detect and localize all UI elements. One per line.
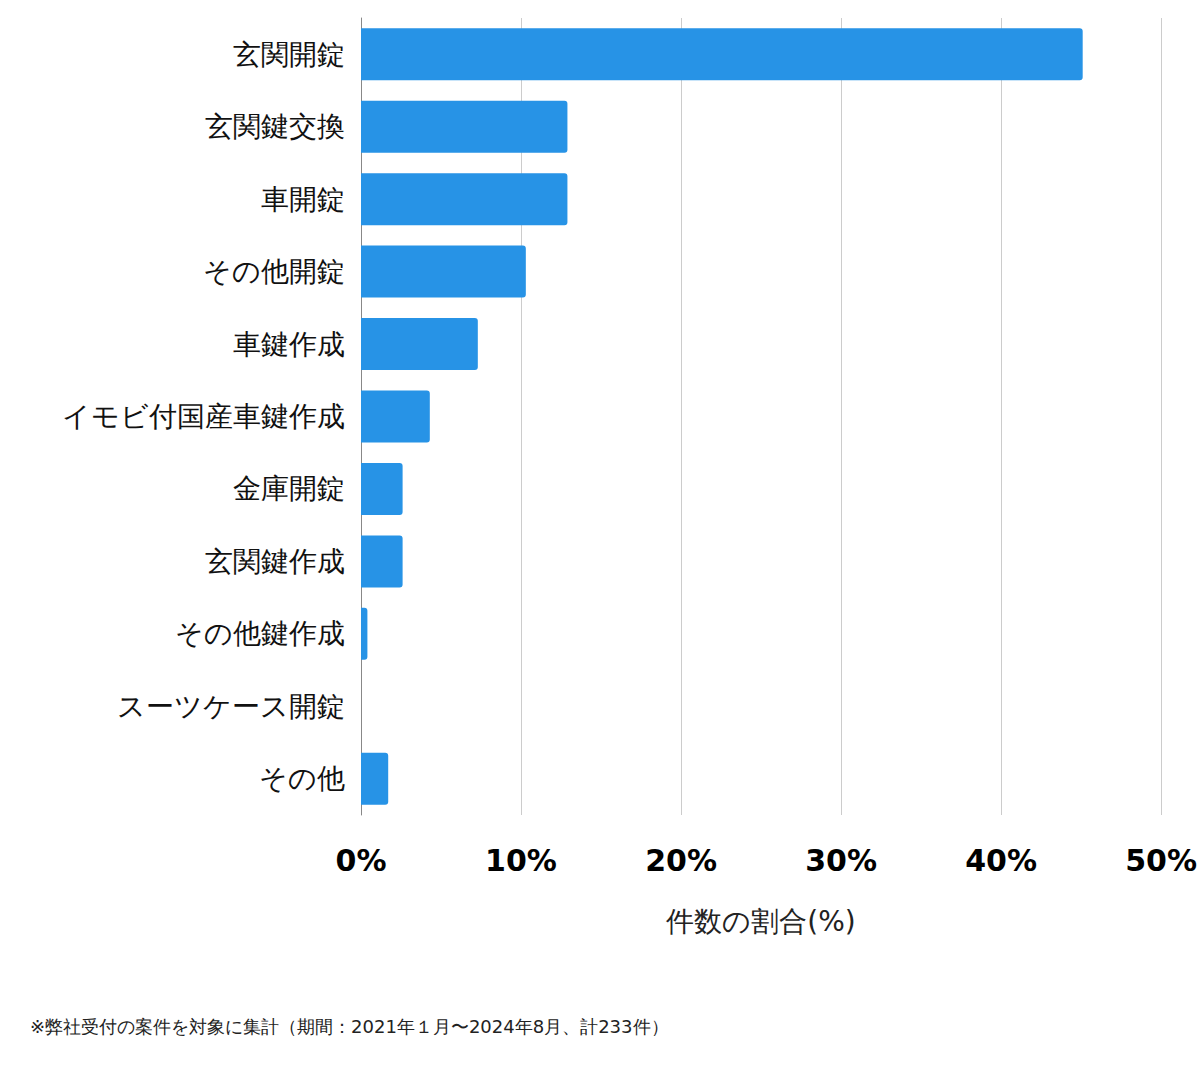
- svg-text:0%: 0%: [336, 843, 387, 878]
- svg-text:車開錠: 車開錠: [261, 183, 345, 216]
- svg-text:その他鍵作成: その他鍵作成: [175, 617, 345, 650]
- svg-text:その他開錠: その他開錠: [203, 255, 345, 288]
- svg-text:車鍵作成: 車鍵作成: [233, 328, 345, 361]
- svg-text:30%: 30%: [805, 843, 877, 878]
- svg-text:20%: 20%: [645, 843, 717, 878]
- svg-text:玄関開錠: 玄関開錠: [233, 38, 345, 71]
- svg-text:40%: 40%: [965, 843, 1037, 878]
- svg-text:玄関鍵交換: 玄関鍵交換: [205, 110, 345, 143]
- svg-text:件数の割合(%): 件数の割合(%): [666, 905, 855, 938]
- svg-text:玄関鍵作成: 玄関鍵作成: [205, 545, 345, 578]
- svg-text:金庫開錠: 金庫開錠: [233, 472, 345, 505]
- svg-text:スーツケース開錠: スーツケース開錠: [117, 690, 345, 723]
- svg-text:その他: その他: [259, 762, 345, 795]
- svg-text:※弊社受付の案件を対象に集計（期間：2021年１月〜2024: ※弊社受付の案件を対象に集計（期間：2021年１月〜2024年8月、計233件）: [30, 1016, 669, 1037]
- svg-text:50%: 50%: [1125, 843, 1197, 878]
- svg-text:イモビ付国産車鍵作成: イモビ付国産車鍵作成: [62, 400, 345, 433]
- svg-text:10%: 10%: [485, 843, 557, 878]
